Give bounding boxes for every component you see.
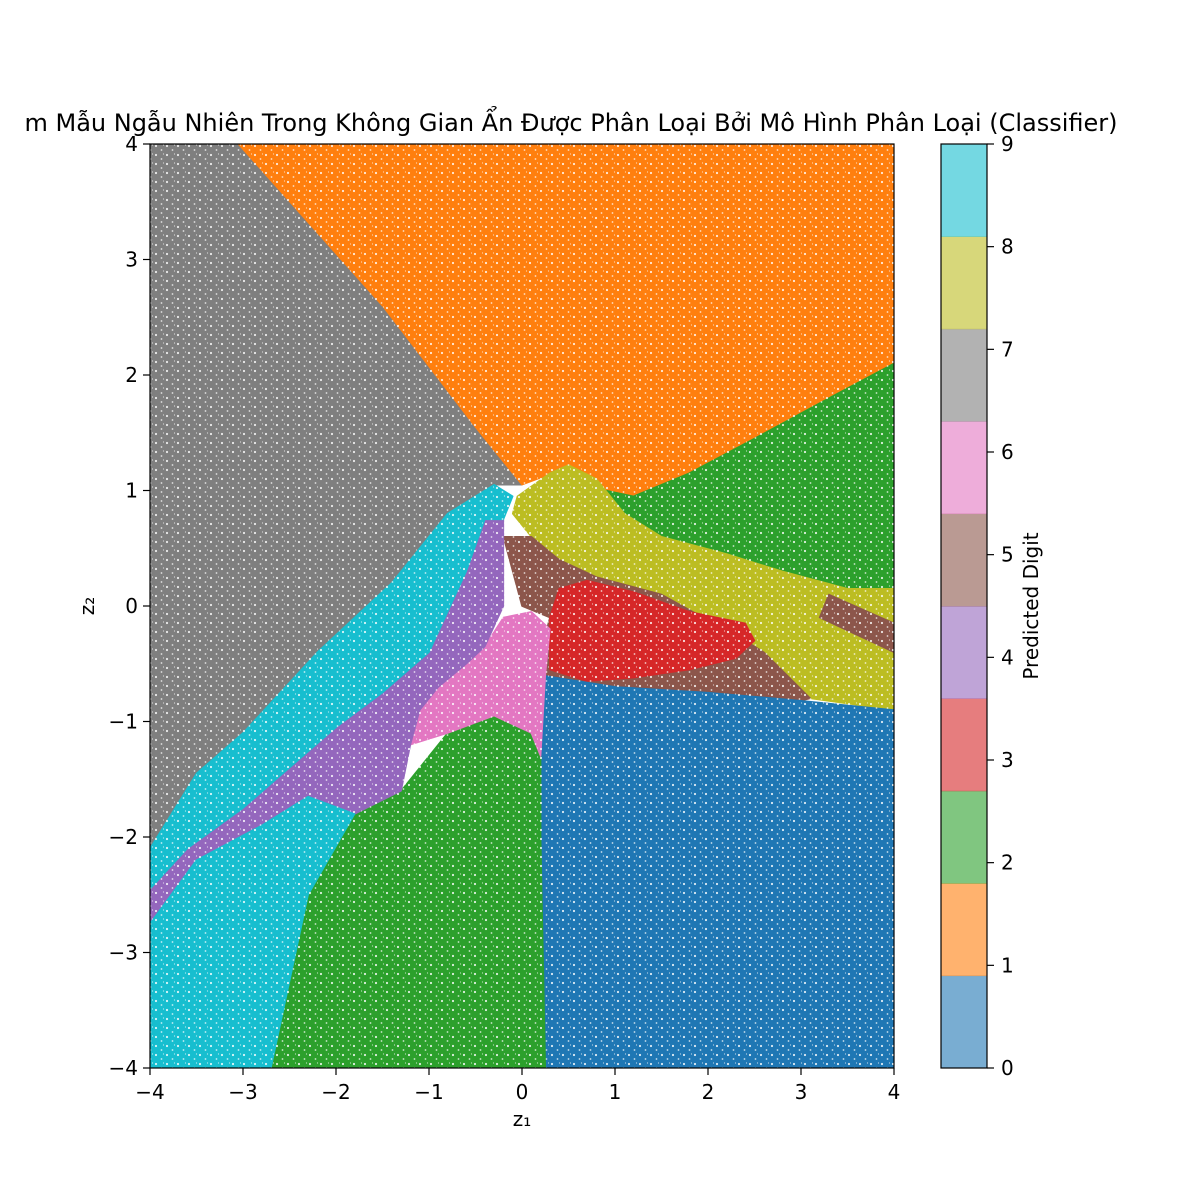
y-tick-label: 4 xyxy=(125,132,138,156)
colorbar-tick-label: 5 xyxy=(1001,543,1014,567)
x-tick-label: 4 xyxy=(888,1080,901,1104)
colorbar-tick-label: 4 xyxy=(1001,645,1014,669)
y-tick-label: −3 xyxy=(109,941,138,965)
colorbar-segment-4 xyxy=(941,606,987,699)
colorbar-tick-label: 8 xyxy=(1001,235,1014,259)
x-tick-label: 3 xyxy=(795,1080,808,1104)
colorbar-segment-9 xyxy=(941,144,987,237)
colorbar-segment-1 xyxy=(941,883,987,977)
y-tick-label: −1 xyxy=(109,710,138,734)
colorbar-tick-label: 2 xyxy=(1001,851,1014,875)
colorbar-segment-0 xyxy=(941,975,987,1069)
y-tick-label: 0 xyxy=(125,594,138,618)
colorbar-tick-label: 0 xyxy=(1001,1056,1014,1080)
x-axis-ticks: −4 −3 −2 −1 0 1 2 3 4 xyxy=(135,1068,900,1104)
x-axis-label: z₁ xyxy=(513,1107,532,1131)
colorbar-frame xyxy=(940,143,988,1069)
x-tick-label: −1 xyxy=(414,1080,443,1104)
colorbar-tick-label: 7 xyxy=(1001,337,1014,361)
colorbar: 0 1 2 3 4 5 6 7 8 9 xyxy=(940,132,1014,1080)
y-tick-label: 3 xyxy=(125,248,138,272)
x-tick-label: −4 xyxy=(135,1080,164,1104)
colorbar-tick-label: 1 xyxy=(1001,953,1014,977)
y-tick-label: 2 xyxy=(125,363,138,387)
y-tick-label: 1 xyxy=(125,479,138,503)
x-tick-label: −3 xyxy=(228,1080,257,1104)
x-tick-label: 0 xyxy=(516,1080,529,1104)
chart-title: m Mẫu Ngẫu Nhiên Trong Không Gian Ẩn Đượ… xyxy=(24,105,1117,137)
colorbar-tick-label: 9 xyxy=(1001,132,1014,156)
y-tick-label: −4 xyxy=(109,1056,138,1080)
colorbar-label: Predicted Digit xyxy=(1019,532,1043,679)
x-tick-label: 1 xyxy=(609,1080,622,1104)
speckle-overlay xyxy=(150,144,894,1068)
colorbar-segment-7 xyxy=(941,328,987,422)
y-axis-ticks: −4 −3 −2 −1 0 1 2 3 4 xyxy=(109,132,150,1080)
colorbar-segment-6 xyxy=(941,421,987,515)
colorbar-segment-3 xyxy=(941,698,987,792)
colorbar-tick-label: 3 xyxy=(1001,748,1014,772)
colorbar-segment-5 xyxy=(941,513,987,607)
x-tick-label: −2 xyxy=(321,1080,350,1104)
x-tick-label: 2 xyxy=(702,1080,715,1104)
colorbar-segment-8 xyxy=(941,236,987,330)
colorbar-segment-2 xyxy=(941,790,987,884)
y-tick-label: −2 xyxy=(109,825,138,849)
colorbar-tick-label: 6 xyxy=(1001,440,1014,464)
y-axis-label: z₂ xyxy=(75,597,99,616)
